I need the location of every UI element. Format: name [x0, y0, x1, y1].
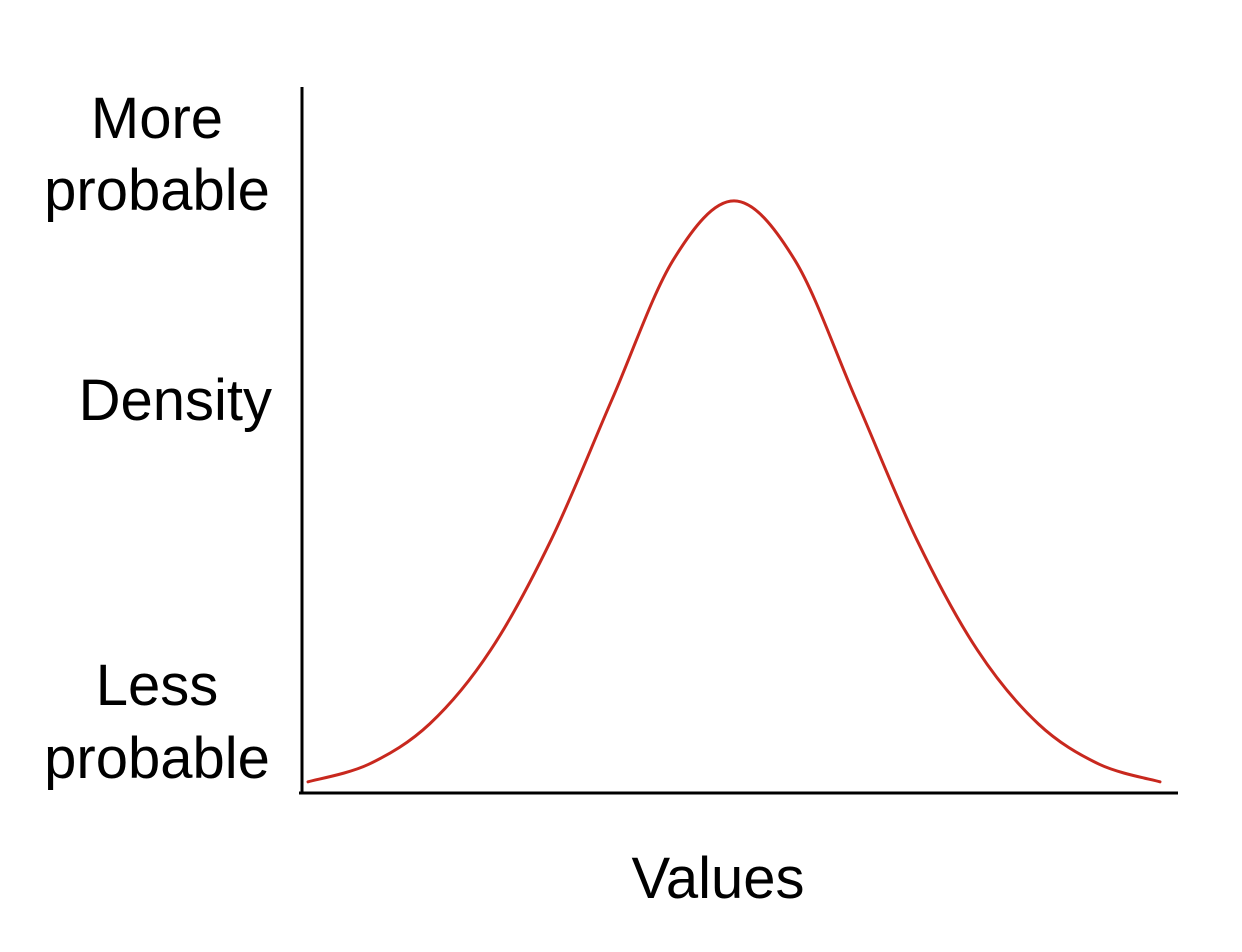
y-label-less: Less — [96, 653, 219, 718]
y-label-probable-bottom: probable — [44, 726, 270, 791]
y-label-probable-top: probable — [44, 158, 270, 223]
x-axis-title: Values — [631, 846, 804, 911]
y-axis-title: Density — [79, 368, 272, 433]
density-curve — [306, 199, 1162, 784]
y-label-more: More — [91, 86, 223, 151]
